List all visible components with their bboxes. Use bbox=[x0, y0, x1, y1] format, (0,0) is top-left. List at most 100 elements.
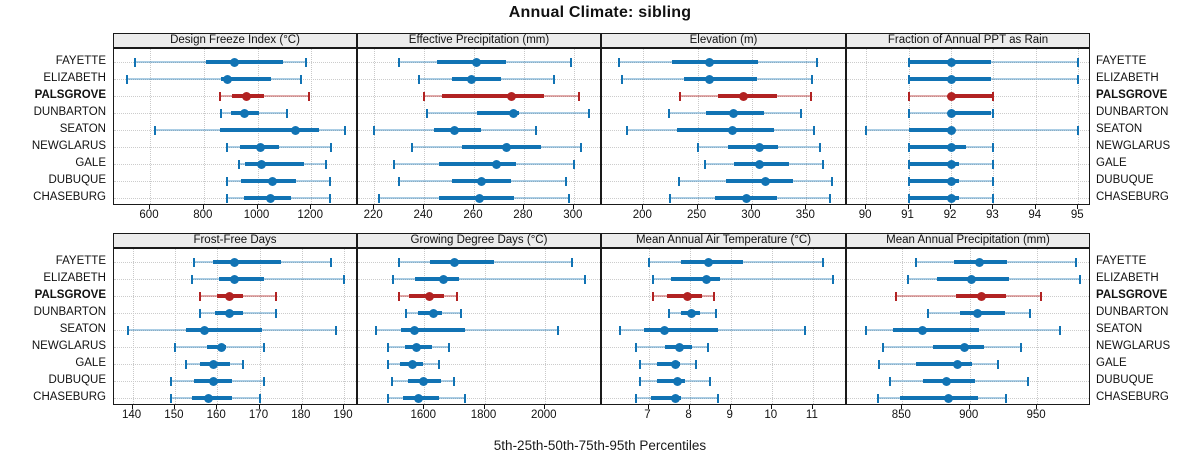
whisker-cap-left bbox=[173, 343, 176, 352]
gridline-v bbox=[257, 49, 259, 204]
interval-25-75 bbox=[476, 111, 519, 115]
whisker-cap-left bbox=[635, 343, 638, 352]
gridline-v bbox=[902, 249, 904, 404]
median-dot bbox=[408, 360, 418, 369]
gridline-v bbox=[217, 249, 219, 404]
axis-tick bbox=[750, 205, 752, 209]
gridline-v bbox=[908, 49, 910, 204]
axis-tick-label: 93 bbox=[985, 209, 999, 221]
row-label-left: ELIZABETH bbox=[43, 272, 106, 284]
median-dot bbox=[703, 258, 713, 267]
median-dot bbox=[701, 275, 711, 284]
median-dot bbox=[918, 326, 927, 335]
axis-tick-label: 90 bbox=[858, 209, 872, 221]
whisker-cap-right bbox=[799, 109, 802, 118]
whisker-cap-right bbox=[577, 92, 580, 101]
median-dot bbox=[672, 377, 682, 386]
median-dot bbox=[705, 58, 715, 67]
row-label-left: CHASEBURG bbox=[33, 191, 106, 203]
whisker-cap-right bbox=[992, 92, 995, 101]
interval-25-75 bbox=[671, 60, 759, 64]
row-label-left: DUBUQUE bbox=[48, 374, 106, 386]
interval-25-75 bbox=[948, 111, 992, 115]
axis-tick bbox=[310, 205, 312, 209]
median-dot bbox=[670, 360, 680, 369]
gridline-v bbox=[544, 249, 546, 404]
whisker-cap-left bbox=[225, 177, 228, 186]
whisker-cap-left bbox=[647, 258, 650, 267]
gridline-v bbox=[648, 249, 650, 404]
median-dot bbox=[946, 143, 956, 152]
gridline-h bbox=[358, 347, 600, 348]
gridline-h bbox=[114, 347, 356, 348]
median-dot bbox=[414, 394, 424, 403]
axis-tick-label: 350 bbox=[795, 209, 815, 221]
gridline-v bbox=[751, 49, 753, 204]
median-dot bbox=[225, 292, 235, 301]
gridline-h bbox=[602, 147, 845, 148]
axis-tick bbox=[343, 405, 344, 409]
median-dot bbox=[742, 194, 751, 203]
gridline-v bbox=[573, 49, 575, 204]
median-dot bbox=[472, 58, 481, 67]
row-label-right: SEATON bbox=[1096, 323, 1143, 335]
panel bbox=[113, 248, 357, 405]
whisker-cap-right bbox=[992, 177, 995, 186]
whisker-cap-right bbox=[262, 377, 265, 386]
gridline-h bbox=[847, 181, 1089, 182]
interval-25-75 bbox=[892, 328, 980, 332]
gridline-h bbox=[847, 164, 1089, 165]
whisker-cap-left bbox=[889, 377, 892, 386]
whisker-cap-right bbox=[694, 360, 697, 369]
whisker-cap-right bbox=[832, 275, 835, 284]
whisker-cap-right bbox=[584, 275, 587, 284]
axis-tick-label: 150 bbox=[164, 409, 184, 421]
whisker-cap-right bbox=[456, 292, 459, 301]
gridline-v bbox=[523, 49, 525, 204]
median-dot bbox=[674, 343, 684, 352]
panel-strip: Growing Degree Days (°C) bbox=[357, 233, 601, 248]
whisker-cap-left bbox=[410, 143, 413, 152]
whisker-cap-right bbox=[299, 75, 302, 84]
whisker-cap-right bbox=[330, 258, 333, 267]
median-dot bbox=[946, 177, 956, 186]
whisker-cap-right bbox=[803, 326, 806, 335]
interval-25-75 bbox=[206, 60, 283, 64]
whisker-cap-right bbox=[325, 160, 327, 169]
row-label-left: GALE bbox=[75, 157, 106, 169]
whisker-cap-right bbox=[831, 177, 834, 186]
axis-tick-label: 240 bbox=[413, 209, 433, 221]
median-dot bbox=[943, 394, 953, 403]
whisker-cap-left bbox=[865, 126, 868, 135]
axis-tick-label: 180 bbox=[291, 409, 311, 421]
whisker-cap-right bbox=[707, 343, 710, 352]
axis-tick-label: 300 bbox=[741, 209, 761, 221]
interval-25-75 bbox=[439, 162, 517, 166]
gridline-v bbox=[806, 49, 808, 204]
median-dot bbox=[229, 275, 239, 284]
panel-strip: Mean Annual Air Temperature (°C) bbox=[601, 233, 846, 248]
axis-tick bbox=[423, 405, 425, 409]
whisker-cap-left bbox=[169, 377, 172, 386]
interval-25-75 bbox=[908, 196, 960, 200]
median-dot bbox=[467, 75, 476, 84]
whisker-cap-right bbox=[565, 177, 568, 186]
interval-5-95 bbox=[392, 278, 586, 280]
panel-strip: Frost-Free Days bbox=[113, 233, 357, 248]
median-dot bbox=[973, 309, 983, 318]
gridline-v bbox=[301, 249, 303, 404]
interval-5-95 bbox=[908, 61, 1079, 63]
whisker-cap-right bbox=[570, 258, 573, 267]
median-dot bbox=[492, 160, 501, 169]
whisker-cap-right bbox=[1029, 309, 1032, 318]
gridline-h bbox=[602, 164, 845, 165]
whisker-cap-right bbox=[329, 177, 332, 186]
axis-tick bbox=[642, 205, 644, 209]
whisker-cap-right bbox=[992, 160, 995, 169]
axis-tick-label: 220 bbox=[363, 209, 383, 221]
interval-25-75 bbox=[245, 162, 305, 166]
interval-25-75 bbox=[908, 145, 966, 149]
axis-tick-label: 95 bbox=[1070, 209, 1084, 221]
axis-tick-label: 850 bbox=[891, 409, 911, 421]
gridline-v bbox=[259, 249, 261, 404]
